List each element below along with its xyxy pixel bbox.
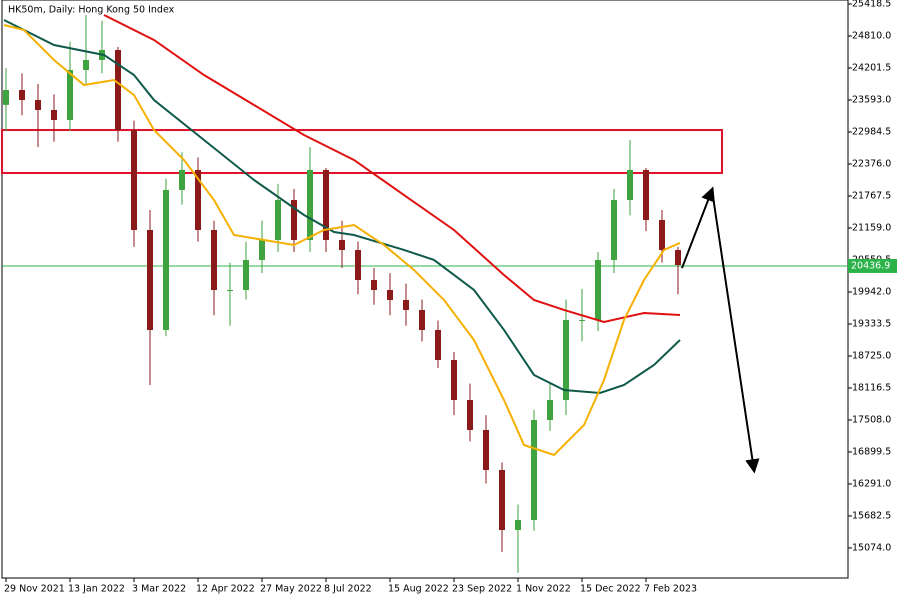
marks: [1, 14, 848, 573]
y-tick-label: 23593.0: [852, 94, 891, 105]
candle-body: [307, 169, 313, 240]
candle-body: [627, 169, 633, 201]
candle-body: [531, 419, 537, 520]
candle-body: [467, 399, 473, 430]
y-tick-label: 18725.0: [852, 350, 891, 361]
candle-body: [179, 169, 185, 190]
candle-body: [483, 429, 489, 470]
projection-arrow: [681, 186, 715, 269]
y-tick-label: 19942.0: [852, 286, 891, 297]
candle-body: [611, 200, 617, 260]
y-tick-label: 16899.5: [852, 446, 891, 457]
candle-body: [195, 169, 201, 230]
x-tick-label: 12 Apr 2022: [196, 584, 255, 595]
candle-body: [211, 229, 217, 290]
y-tick-label: 22984.5: [852, 126, 891, 137]
candle-body: [371, 279, 377, 290]
x-tick-label: 13 Jan 2022: [68, 584, 125, 595]
candle-body: [419, 309, 425, 330]
candle-body: [355, 249, 361, 280]
candle-body: [595, 259, 601, 320]
x-tick-label: 8 Jul 2022: [324, 584, 372, 595]
candle-body: [19, 90, 25, 100]
y-tick-label: 25418.5: [852, 0, 891, 9]
candle-body: [275, 200, 281, 240]
candle-body: [547, 399, 553, 420]
x-tick-label: 15 Dec 2022: [580, 584, 641, 595]
x-tick-label: 23 Sep 2022: [452, 584, 512, 595]
candle-body: [387, 289, 393, 300]
y-tick-label: 16291.0: [852, 478, 891, 489]
x-tick-label: 1 Nov 2022: [516, 584, 571, 595]
last-price-box: [848, 258, 897, 273]
y-tick-label: 17508.0: [852, 414, 891, 425]
y-tick-label: 22376.0: [852, 158, 891, 169]
resistance-zone: [1, 129, 723, 174]
candle-body: [83, 60, 89, 71]
chart-title: HK50m, Daily: Hong Kong 50 Index: [8, 5, 175, 16]
projection-arrow: [711, 189, 760, 474]
candle-body: [67, 70, 73, 120]
candle-body: [147, 229, 153, 330]
last-price-label: 20436.9: [851, 260, 890, 271]
y-tick-label: 21159.0: [852, 222, 891, 233]
candle-body: [499, 469, 505, 530]
y-tick-label: 15074.0: [852, 542, 891, 553]
candle-body: [435, 329, 441, 360]
x-tick-label: 3 Mar 2022: [132, 584, 186, 595]
candle-body: [51, 109, 57, 120]
y-tick-label: 19333.5: [852, 318, 891, 329]
y-tick-label: 15682.5: [852, 510, 891, 521]
candle-body: [643, 169, 649, 220]
candle-body: [323, 169, 329, 240]
candle-body: [227, 289, 233, 291]
candle-body: [131, 130, 137, 230]
candle-body: [451, 359, 457, 400]
x-tick-label: 29 Nov 2021: [4, 584, 65, 595]
y-tick-label: 18116.5: [852, 382, 891, 393]
x-tick-label: 27 May 2022: [260, 584, 322, 595]
x-tick-label: 15 Aug 2022: [388, 584, 449, 595]
candle-body: [579, 319, 585, 321]
plot-frame: [1, 0, 849, 579]
moving-average: [103, 14, 681, 324]
y-tick-label: 24201.5: [852, 62, 891, 73]
candle-body: [659, 219, 665, 250]
candle-body: [3, 90, 9, 105]
x-tick-label: 7 Feb 2023: [644, 584, 697, 595]
candle-body: [563, 319, 569, 400]
candle-body: [291, 200, 297, 240]
candle-body: [403, 299, 409, 310]
candle-body: [163, 189, 169, 330]
moving-average: [3, 24, 681, 457]
candle-body: [243, 259, 249, 290]
candle-body: [675, 249, 681, 266]
candle-body: [35, 99, 41, 110]
y-tick-label: 24810.0: [852, 30, 891, 41]
candle-body: [339, 239, 345, 250]
candle-body: [515, 519, 521, 530]
y-tick-label: 21767.5: [852, 190, 891, 201]
candle-body: [259, 239, 265, 260]
candle-body: [115, 49, 121, 131]
